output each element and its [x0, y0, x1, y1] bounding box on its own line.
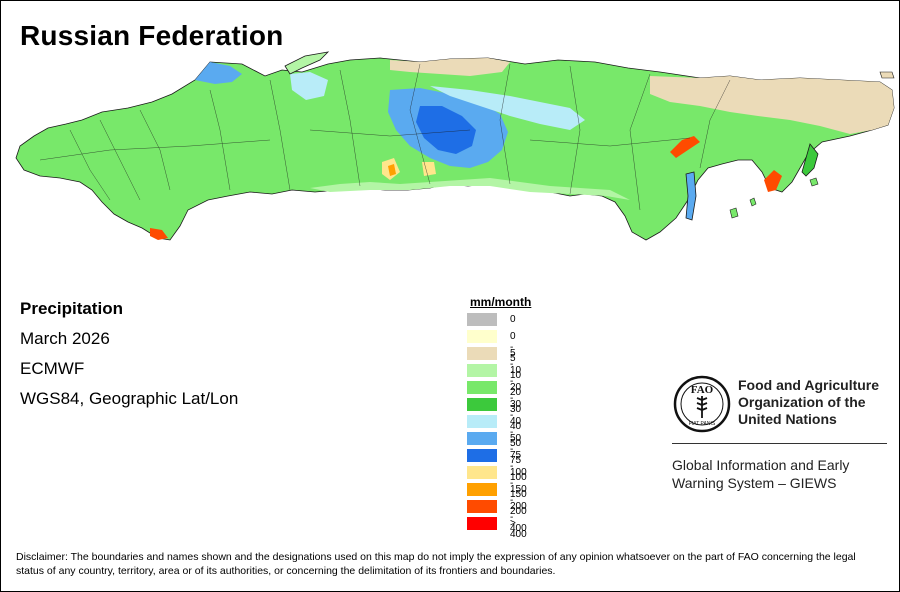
arid-region-northeast: [650, 76, 894, 134]
legend-swatch: [467, 449, 497, 462]
sakhalin-island: [685, 171, 697, 221]
legend-swatch: [467, 415, 497, 428]
map-title: Russian Federation: [20, 20, 284, 51]
legend-label: 0 - 5: [510, 331, 516, 364]
model-label: ECMWF: [20, 359, 85, 378]
wet-zone-arkhangelsk: [290, 72, 328, 100]
legend-label: 100 - 150: [510, 467, 527, 500]
legend-swatch: [467, 313, 497, 326]
wet-zone-light: [430, 86, 585, 130]
fao-name-line: Food and Agriculture: [738, 377, 880, 393]
legend-swatch: [467, 483, 497, 496]
legend-swatch: [467, 381, 497, 394]
legend-swatch: [467, 517, 497, 530]
fao-name-line: Organization of the: [738, 394, 866, 410]
legend-title: mm/month: [470, 295, 532, 309]
legend-swatch: [467, 432, 497, 445]
legend-label: 40 - 50: [510, 416, 522, 449]
fao-logo-motto: FIAT PANIS: [689, 421, 716, 427]
legend-swatch: [467, 364, 497, 377]
legend-swatch: [467, 466, 497, 479]
legend-swatch: [467, 500, 497, 513]
giews-line: Global Information and Early: [672, 457, 850, 473]
legend-label: 0: [510, 314, 516, 325]
legend-label: 50 - 75: [510, 433, 522, 466]
projection-label: WGS84, Geographic Lat/Lon: [20, 389, 239, 408]
legend-label: 5 - 10: [510, 348, 522, 381]
disclaimer: Disclaimer: The boundaries and names sho…: [16, 551, 856, 577]
divider: [672, 443, 887, 444]
novaya-zemlya: [284, 51, 330, 75]
legend-label: 10 - 20: [510, 365, 522, 398]
fao-logo-letters: FAO: [691, 384, 714, 396]
legend-swatch: [467, 347, 497, 360]
arid-region-taymyr: [390, 58, 510, 76]
precipitation-map: [15, 51, 895, 241]
legend-label: > 400: [510, 518, 527, 540]
legend-label: 75 - 100: [510, 450, 527, 483]
wet-zone-kola: [195, 62, 242, 84]
wheat-icon: [696, 396, 708, 418]
admin-boundaries: [39, 63, 731, 211]
light-green-south: [310, 178, 630, 200]
fao-name: Food and Agriculture Organization of the…: [738, 377, 879, 428]
heavy-precip-kamchatka: [764, 170, 782, 192]
kamchatka: [801, 143, 819, 177]
giews-line: Warning System – GIEWS: [672, 475, 837, 491]
giews-name: Global Information and Early Warning Sys…: [672, 456, 849, 492]
heavy-precip-magadan: [670, 136, 700, 158]
legend-label: 150 - 200: [510, 484, 527, 517]
fao-name-line: United Nations: [738, 411, 837, 427]
heavy-precip-altai-core: [388, 164, 396, 176]
variable-label: Precipitation: [20, 299, 123, 318]
heavy-precip-caucasus: [150, 228, 168, 240]
legend-swatch: [467, 398, 497, 411]
legend-label: 20 - 30: [510, 382, 522, 415]
legend-label: 200 - 400: [510, 501, 527, 534]
kuril-islands: [729, 177, 819, 219]
wet-zone-west-siberia-core: [416, 106, 476, 154]
period-label: March 2026: [20, 329, 110, 348]
heavy-precip-sayan: [422, 162, 436, 176]
wrangel-island: [879, 71, 895, 79]
legend-label: 30 - 40: [510, 399, 522, 432]
fao-logo: FAO FIAT PANIS: [673, 375, 731, 433]
legend-swatch: [467, 330, 497, 343]
